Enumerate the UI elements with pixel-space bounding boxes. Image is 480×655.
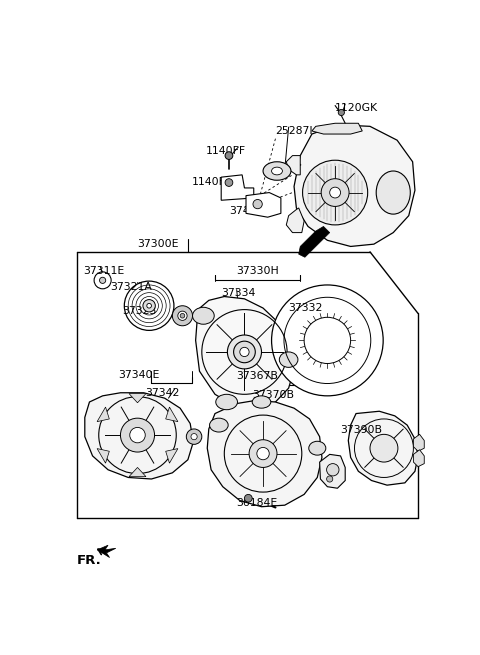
Ellipse shape (192, 307, 214, 324)
Text: 37340E: 37340E (118, 369, 159, 380)
Ellipse shape (309, 441, 326, 455)
Ellipse shape (172, 306, 192, 326)
Ellipse shape (130, 428, 145, 443)
Ellipse shape (120, 418, 155, 452)
Ellipse shape (376, 171, 410, 214)
Text: 37321A: 37321A (110, 282, 152, 292)
Ellipse shape (240, 347, 249, 356)
Ellipse shape (124, 281, 174, 330)
Polygon shape (207, 400, 322, 507)
Ellipse shape (257, 447, 269, 460)
Polygon shape (320, 455, 345, 488)
Text: 1120GK: 1120GK (335, 103, 378, 113)
Polygon shape (129, 468, 146, 477)
Text: 37367B: 37367B (237, 371, 278, 381)
Polygon shape (129, 394, 146, 403)
Ellipse shape (272, 167, 282, 175)
Ellipse shape (234, 341, 255, 363)
Ellipse shape (99, 277, 106, 284)
Ellipse shape (210, 418, 228, 432)
Polygon shape (166, 407, 178, 422)
Polygon shape (85, 393, 193, 479)
Ellipse shape (244, 495, 252, 502)
Ellipse shape (143, 299, 156, 312)
Ellipse shape (225, 152, 233, 159)
Ellipse shape (330, 187, 340, 198)
Ellipse shape (321, 179, 349, 206)
Polygon shape (413, 450, 424, 466)
Ellipse shape (326, 476, 333, 482)
Ellipse shape (178, 311, 187, 320)
Text: 37332: 37332 (288, 303, 323, 314)
Ellipse shape (370, 434, 398, 462)
Polygon shape (166, 449, 178, 463)
Text: 37390B: 37390B (340, 425, 383, 435)
Text: 37460: 37460 (229, 206, 264, 215)
Polygon shape (312, 123, 362, 134)
Ellipse shape (338, 109, 345, 115)
Text: 25287I: 25287I (276, 126, 313, 136)
Text: 37300E: 37300E (137, 239, 179, 249)
Polygon shape (246, 193, 281, 217)
Text: 36184E: 36184E (237, 498, 278, 508)
Ellipse shape (94, 272, 111, 289)
Ellipse shape (263, 162, 291, 180)
Text: FR.: FR. (77, 555, 102, 567)
Ellipse shape (147, 303, 152, 308)
Ellipse shape (216, 394, 238, 409)
Ellipse shape (180, 314, 185, 318)
Ellipse shape (252, 396, 271, 408)
Text: 37311E: 37311E (83, 266, 124, 276)
Polygon shape (294, 125, 415, 246)
Ellipse shape (237, 345, 252, 360)
Text: 37323: 37323 (122, 306, 156, 316)
Text: 1140FF: 1140FF (206, 146, 246, 157)
Ellipse shape (228, 335, 262, 369)
Ellipse shape (249, 440, 277, 468)
Polygon shape (348, 411, 418, 485)
Text: 37342: 37342 (145, 388, 180, 398)
Ellipse shape (253, 200, 262, 209)
Polygon shape (97, 449, 109, 463)
Text: 1140FF: 1140FF (192, 177, 232, 187)
Ellipse shape (225, 179, 233, 187)
Ellipse shape (302, 160, 368, 225)
Polygon shape (221, 175, 254, 200)
Ellipse shape (326, 464, 339, 476)
Polygon shape (97, 545, 116, 557)
Polygon shape (286, 208, 304, 233)
Polygon shape (196, 297, 294, 408)
Ellipse shape (272, 285, 383, 396)
Text: 37330H: 37330H (237, 266, 279, 276)
Ellipse shape (186, 429, 202, 444)
Polygon shape (286, 156, 300, 175)
Text: 37334: 37334 (221, 288, 255, 298)
Polygon shape (299, 227, 330, 257)
Ellipse shape (191, 434, 197, 440)
Text: 37370B: 37370B (252, 390, 294, 400)
Polygon shape (413, 434, 424, 451)
Ellipse shape (279, 352, 298, 367)
Ellipse shape (304, 317, 350, 364)
Polygon shape (97, 407, 109, 422)
